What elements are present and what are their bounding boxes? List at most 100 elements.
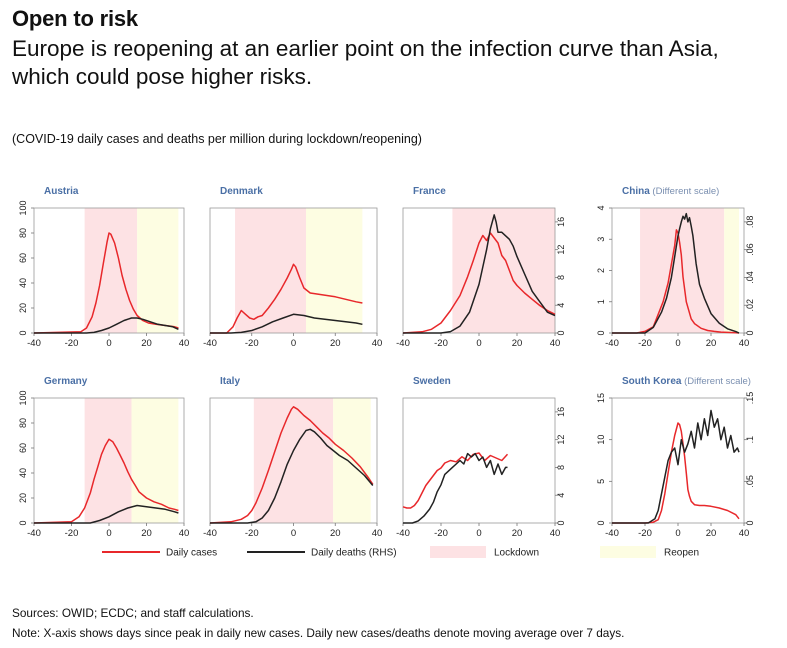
deaths-series-line	[403, 452, 508, 524]
deaths-series-line	[210, 313, 363, 334]
panel-title: France	[413, 186, 446, 197]
x-tick-label: 0	[476, 338, 481, 349]
x-tick-label: 0	[106, 528, 111, 539]
legend-item: Daily cases	[102, 548, 217, 559]
y-tick-label-left: 4	[596, 205, 606, 210]
y-tick-label-left: 80	[18, 418, 28, 428]
x-tick-label: -20	[65, 528, 79, 539]
y-tick-label-right: 0	[556, 330, 566, 335]
x-tick-label: -20	[245, 338, 259, 349]
x-tick-label: 0	[675, 528, 680, 539]
legend-label: Daily deaths (RHS)	[311, 548, 397, 559]
x-tick-label: 20	[330, 528, 341, 539]
y-tick-label-right: .06	[745, 243, 755, 256]
reopen-band	[306, 208, 363, 333]
panel-title: South Korea (Different scale)	[622, 376, 751, 387]
deaths-series-line	[403, 214, 556, 334]
cases-series-line	[402, 232, 556, 334]
x-tick-label: 40	[739, 338, 750, 349]
x-tick-label: -20	[434, 528, 448, 539]
deaths-series-line	[612, 212, 740, 334]
lockdown-band	[235, 208, 307, 333]
panel-title: Germany	[44, 376, 88, 387]
axis-note: Note: X-axis shows days since peak in da…	[12, 626, 625, 640]
lockdown-band	[84, 398, 132, 523]
panel-title: Sweden	[413, 376, 451, 387]
y-tick-label-right: 16	[556, 217, 566, 227]
x-tick-label: -40	[203, 338, 217, 349]
chart-subtitle: (COVID-19 daily cases and deaths per mil…	[12, 132, 422, 146]
x-tick-label: 0	[291, 528, 296, 539]
y-tick-label-left: 60	[18, 253, 28, 263]
y-tick-label-right: 8	[556, 275, 566, 280]
y-tick-label-left: 0	[18, 330, 28, 335]
y-tick-label-right: 0	[745, 520, 755, 525]
lockdown-band	[253, 398, 334, 523]
x-tick-label: 40	[550, 528, 561, 539]
y-tick-label-left: 100	[18, 200, 28, 215]
legend-label: Daily cases	[166, 548, 217, 559]
y-tick-label-right: 12	[556, 435, 566, 445]
panel-france: France -40 -20 0 20 40 0 4 8 12 16	[396, 186, 566, 349]
x-tick-label: 20	[706, 528, 717, 539]
panel-sweden: Sweden -40 -20 0 20 40 0 4 8 12 16	[396, 376, 566, 539]
legend-item: Reopen	[600, 546, 699, 559]
cases-series-line	[209, 406, 374, 524]
x-tick-label: 0	[291, 338, 296, 349]
x-tick-label: 40	[179, 528, 190, 539]
y-tick-label-left: 20	[18, 303, 28, 313]
x-tick-label: 0	[106, 338, 111, 349]
y-tick-label-right: .02	[745, 299, 755, 312]
x-tick-label: -40	[396, 338, 410, 349]
x-tick-label: -40	[396, 528, 410, 539]
deaths-series-line	[34, 504, 179, 524]
panel-title: Italy	[220, 376, 240, 387]
chart-kicker: Open to risk	[12, 6, 138, 31]
reopen-band	[131, 398, 179, 523]
deaths-series-line	[210, 428, 374, 524]
panel-title: China (Different scale)	[622, 186, 719, 197]
y-tick-label-left: 2	[596, 268, 606, 273]
panel-germany: Germany -40 -20 0 20 40 0 20 40 60 80 100	[18, 376, 189, 539]
y-tick-label-right: 0	[745, 330, 755, 335]
y-tick-label-right: .05	[745, 475, 755, 488]
x-tick-label: 20	[330, 338, 341, 349]
x-tick-label: 40	[739, 528, 750, 539]
y-tick-label-right: .08	[745, 216, 755, 229]
x-tick-label: 40	[179, 338, 190, 349]
x-tick-label: 40	[550, 338, 561, 349]
y-tick-label-right: 4	[556, 303, 566, 308]
reopen-band	[333, 398, 371, 523]
x-tick-label: 20	[512, 528, 523, 539]
panel-austria: Austria -40 -20 0 20 40 0 20 40 60 80 100	[18, 186, 189, 349]
x-tick-label: -20	[434, 338, 448, 349]
cases-series-line	[402, 452, 509, 509]
legend-label: Reopen	[664, 548, 699, 559]
x-tick-label: 0	[476, 528, 481, 539]
y-tick-label-left: 80	[18, 228, 28, 238]
y-tick-label-left: 0	[596, 520, 606, 525]
y-tick-label-left: 10	[596, 435, 606, 445]
y-tick-label-right: 8	[556, 465, 566, 470]
panel-title: Austria	[44, 186, 79, 197]
x-tick-label: -40	[27, 338, 41, 349]
y-tick-label-left: 0	[596, 330, 606, 335]
x-tick-label: -40	[27, 528, 41, 539]
panel-china: China (Different scale)-40 -20 0 20 40012340…	[596, 186, 755, 349]
x-tick-label: 20	[512, 338, 523, 349]
y-tick-label-right: 16	[556, 407, 566, 417]
panel-italy: Italy -40 -20 0 20 40	[203, 376, 382, 539]
legend-item: Lockdown	[430, 546, 539, 559]
panel-title: Denmark	[220, 186, 263, 197]
deaths-series-line	[612, 409, 740, 524]
legend-swatch-box	[600, 546, 656, 558]
y-tick-label-left: 20	[18, 493, 28, 503]
y-tick-label-left: 40	[18, 468, 28, 478]
cases-series-line	[210, 263, 363, 334]
y-tick-label-right: .04	[745, 271, 755, 284]
legend-swatch-box	[430, 546, 486, 558]
y-tick-label-right: .1	[745, 436, 755, 444]
x-tick-label: 40	[372, 528, 383, 539]
x-tick-label: -20	[638, 528, 652, 539]
reopen-band	[137, 208, 179, 333]
